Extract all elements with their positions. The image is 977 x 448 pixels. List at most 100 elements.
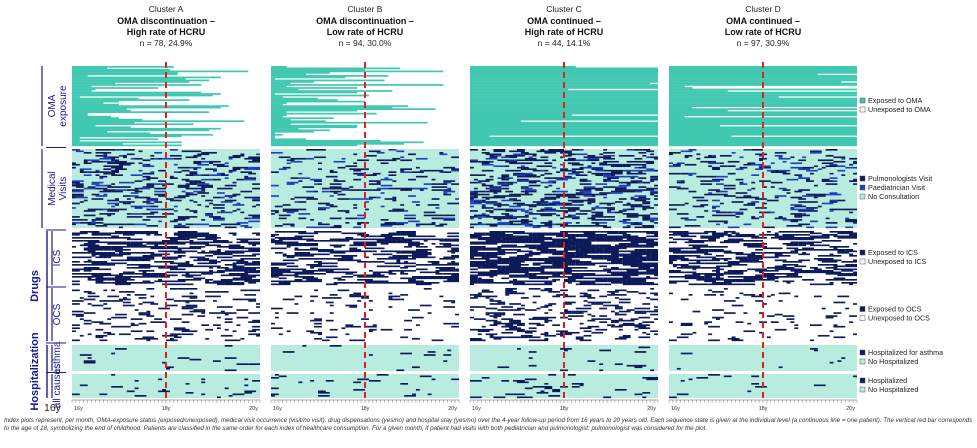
sequence-segment bbox=[248, 333, 253, 336]
sequence-segment bbox=[220, 291, 229, 293]
sequence-segment bbox=[477, 339, 486, 342]
sequence-segment bbox=[470, 181, 478, 184]
sequence-segment bbox=[587, 202, 592, 205]
sequence-segment bbox=[638, 262, 647, 265]
sequence-segment bbox=[825, 222, 830, 224]
sequence-segment bbox=[91, 222, 96, 224]
sequence-segment bbox=[544, 337, 549, 340]
sequence-segment bbox=[205, 280, 210, 283]
sequence-segment bbox=[646, 232, 651, 235]
sequence-segment bbox=[365, 241, 377, 244]
panel-cluster bbox=[470, 62, 658, 400]
sequence-segment bbox=[837, 208, 842, 211]
sequence-segment bbox=[169, 246, 178, 248]
sequence-segment bbox=[158, 267, 178, 269]
sequence-segment bbox=[79, 384, 88, 387]
sequence-segment bbox=[540, 149, 545, 151]
sequence-segment bbox=[392, 223, 405, 226]
sequence-segment bbox=[579, 322, 584, 325]
sequence-segment bbox=[603, 183, 608, 185]
sequence-segment bbox=[634, 166, 639, 169]
sequence-segment bbox=[719, 294, 724, 296]
sequence-segment bbox=[540, 202, 549, 205]
sequence-segment bbox=[517, 246, 537, 248]
sequence-segment bbox=[548, 282, 553, 284]
sequence-segment bbox=[248, 282, 257, 284]
sequence-segment bbox=[654, 378, 658, 381]
sequence-segment bbox=[591, 244, 596, 247]
sequence-segment bbox=[271, 377, 279, 379]
sequence-segment bbox=[87, 264, 100, 266]
sequence-segment bbox=[751, 243, 760, 245]
sequence-segment bbox=[579, 190, 592, 193]
sequence-segment bbox=[142, 276, 159, 278]
sequence-segment bbox=[853, 162, 857, 165]
sequence-segment bbox=[595, 279, 608, 281]
sequence-segment bbox=[470, 174, 482, 176]
sequence-segment bbox=[470, 255, 490, 257]
sequence-segment bbox=[470, 79, 658, 82]
sequence-segment bbox=[575, 255, 584, 257]
sequence-segment bbox=[782, 261, 803, 263]
sequence-segment bbox=[618, 318, 623, 320]
sequence-segment bbox=[193, 160, 202, 163]
sequence-segment bbox=[368, 183, 381, 185]
sequence-segment bbox=[509, 261, 525, 263]
sequence-segment bbox=[540, 213, 553, 215]
sequence-segment bbox=[232, 330, 237, 333]
sequence-segment bbox=[692, 225, 701, 227]
sequence-segment bbox=[790, 208, 803, 211]
sequence-segment bbox=[447, 250, 459, 253]
sequence-segment bbox=[790, 196, 803, 199]
sequence-segment bbox=[205, 213, 213, 215]
sequence-segment bbox=[205, 255, 213, 257]
sequence-segment bbox=[654, 333, 658, 336]
sequence-segment bbox=[778, 292, 791, 295]
sequence-segment bbox=[837, 232, 857, 235]
sequence-segment bbox=[197, 315, 206, 317]
sequence-segment bbox=[158, 274, 163, 277]
sequence-segment bbox=[520, 193, 533, 196]
sequence-segment bbox=[849, 255, 857, 257]
sequence-segment bbox=[853, 333, 857, 336]
sequence-segment bbox=[353, 169, 362, 172]
sequence-segment bbox=[603, 216, 615, 218]
sequence-segment bbox=[560, 256, 580, 259]
row-group-label: OCS bbox=[52, 303, 63, 325]
sequence-segment bbox=[290, 198, 295, 200]
sequence-segment bbox=[575, 241, 588, 244]
sequence-segment bbox=[99, 262, 119, 265]
sequence-segment bbox=[169, 337, 174, 340]
sequence-segment bbox=[333, 328, 338, 331]
sequence-segment bbox=[723, 214, 736, 217]
sequence-segment bbox=[485, 262, 498, 265]
sequence-segment bbox=[158, 378, 163, 381]
sequence-segment bbox=[618, 307, 623, 310]
sequence-segment bbox=[524, 186, 529, 188]
sequence-segment bbox=[552, 201, 561, 203]
sequence-segment bbox=[173, 336, 182, 339]
sequence-segment bbox=[501, 306, 514, 308]
sequence-segment bbox=[470, 166, 474, 169]
sequence-segment bbox=[329, 183, 342, 185]
sequence-segment bbox=[544, 162, 553, 165]
sequence-segment bbox=[548, 222, 553, 224]
sequence-segment bbox=[829, 253, 834, 256]
sequence-segment bbox=[731, 336, 736, 339]
sequence-segment bbox=[485, 307, 498, 310]
sequence-segment bbox=[72, 139, 80, 142]
sequence-segment bbox=[325, 319, 334, 322]
sequence-segment bbox=[365, 256, 369, 259]
sequence-segment bbox=[560, 190, 568, 193]
sequence-segment bbox=[388, 210, 393, 212]
sequence-segment bbox=[704, 256, 713, 259]
sequence-segment bbox=[72, 85, 92, 88]
sequence-segment bbox=[501, 312, 506, 314]
sequence-segment bbox=[501, 261, 510, 263]
sequence-segment bbox=[517, 175, 525, 178]
sequence-segment bbox=[509, 159, 517, 162]
sequence-segment bbox=[684, 202, 689, 205]
sequence-segment bbox=[556, 187, 561, 190]
sequence-segment bbox=[719, 165, 728, 168]
sequence-segment bbox=[829, 201, 838, 203]
